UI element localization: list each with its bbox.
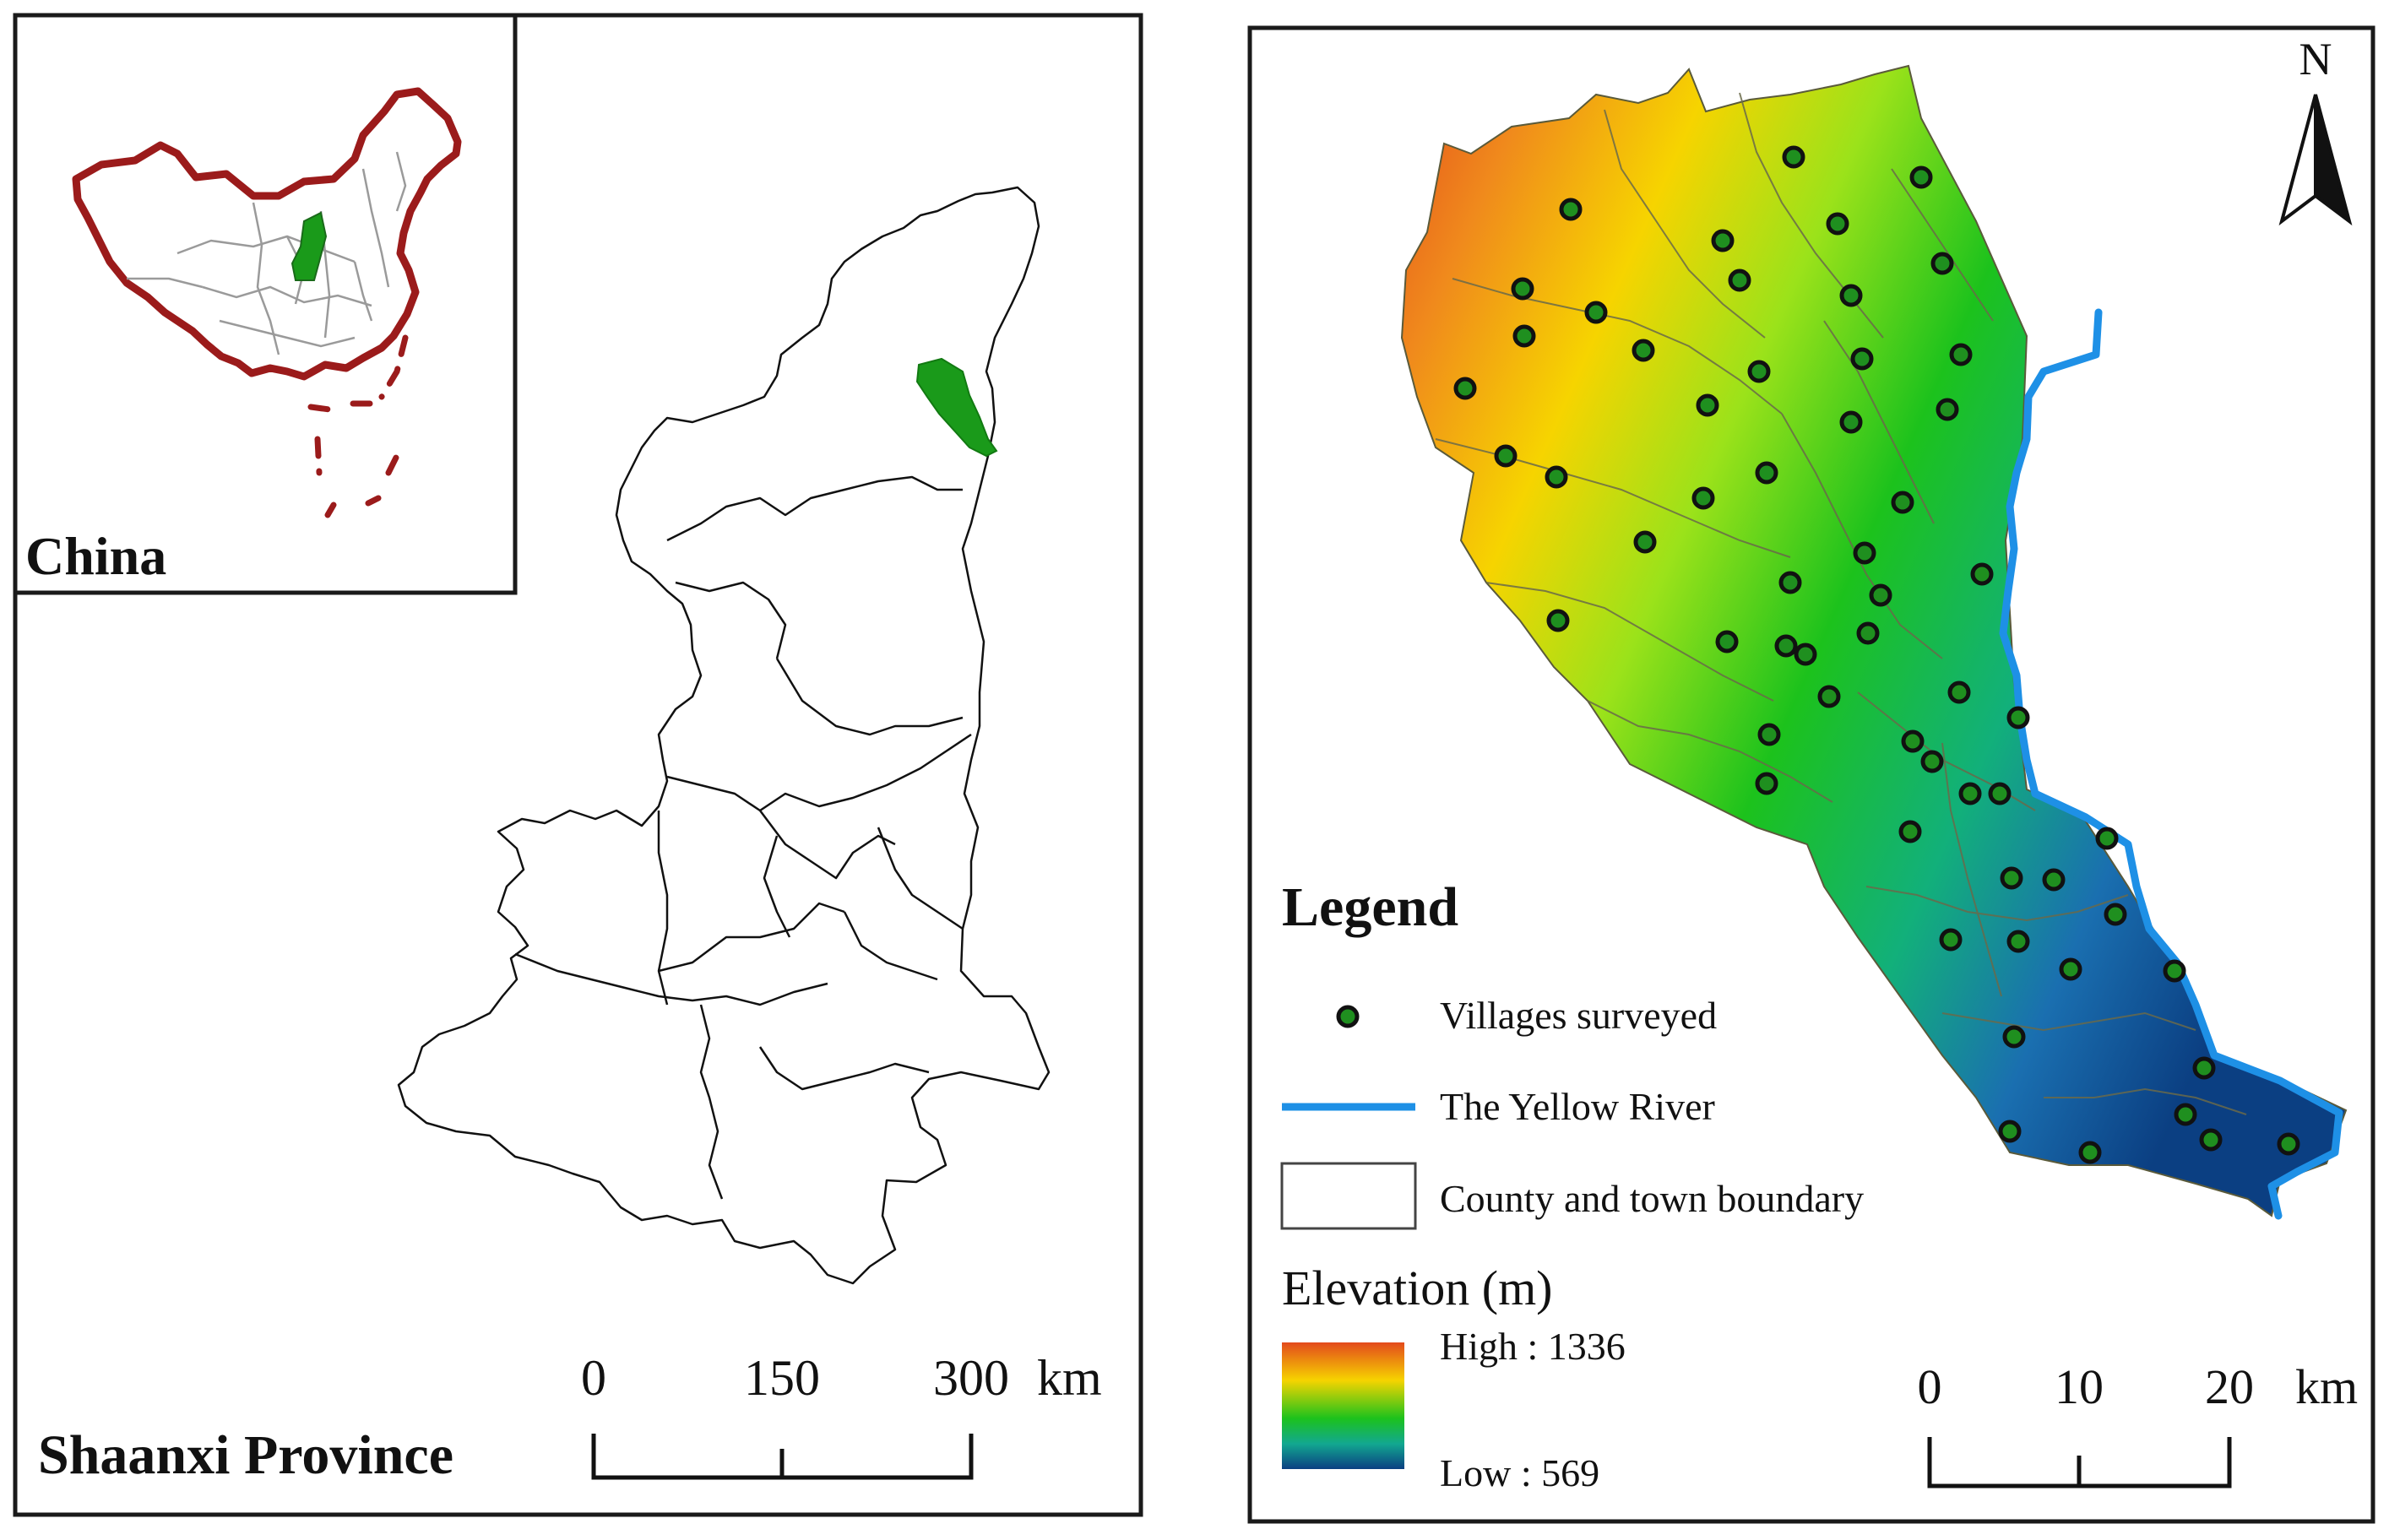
village-marker (1998, 1120, 2022, 1143)
village-marker (1939, 928, 1963, 952)
village-marker (1826, 212, 1849, 236)
legend-villages-label: Villages surveyed (1440, 994, 1717, 1037)
village-marker (1930, 252, 1954, 275)
legend-elevation-title: Elevation (m) (1282, 1261, 1553, 1315)
village-marker (1936, 398, 1959, 421)
village-marker (2104, 903, 2127, 926)
village-marker (1696, 393, 1719, 417)
left-scale-tick-0: 0 (581, 1350, 606, 1406)
left-scale-tick-1: 150 (744, 1350, 820, 1406)
village-marker (1584, 301, 1608, 324)
village-marker (1757, 723, 1781, 746)
village-marker (1856, 621, 1880, 645)
village-marker (1869, 583, 1892, 607)
china-inset: China (13, 13, 518, 595)
legend-river-label: The Yellow River (1440, 1085, 1715, 1128)
right-scale-bar: 0 10 20 km (1918, 1359, 2358, 1488)
village-marker (1747, 360, 1771, 383)
shaanxi-province-map (397, 186, 1051, 1285)
village-marker (2006, 706, 2030, 729)
village-marker (2163, 959, 2186, 983)
village-marker (2078, 1141, 2102, 1164)
legend-high-label: High : 1336 (1440, 1325, 1626, 1368)
village-marker (1774, 634, 1798, 658)
left-scale-tick-2: 300 (933, 1350, 1009, 1406)
right-scale-tick-0: 0 (1918, 1359, 1942, 1414)
village-marker (1947, 681, 1971, 704)
village-marker (1898, 820, 1922, 843)
legend-boundary-symbol (1280, 1162, 1417, 1230)
village-marker (1711, 229, 1735, 252)
village-marker (1839, 284, 1863, 307)
village-marker (2000, 866, 2023, 890)
china-outline (72, 87, 462, 381)
village-marker (2192, 1056, 2216, 1080)
village-marker (2095, 827, 2119, 850)
village-marker (1778, 571, 1802, 594)
village-marker (2006, 930, 2030, 953)
village-marker (1755, 772, 1778, 795)
village-marker (1970, 562, 1994, 586)
village-marker (1546, 609, 1570, 632)
north-arrow: N (2278, 34, 2353, 226)
village-marker (1782, 145, 1805, 169)
village-marker (1817, 685, 1841, 708)
legend-village-symbol (1336, 1005, 1360, 1028)
legend-elevation-bar (1282, 1342, 1404, 1469)
legend-title: Legend (1282, 876, 1458, 938)
left-scale-bar: 0 150 300 km (581, 1350, 1102, 1480)
village-marker (1853, 541, 1876, 565)
village-marker (1794, 643, 1817, 666)
inset-china-label: China (25, 526, 166, 586)
north-arrow-right-half (2314, 94, 2353, 226)
village-marker (2174, 1103, 2197, 1126)
village-marker (1545, 465, 1568, 489)
north-label: N (2299, 34, 2332, 84)
inset-frame (13, 13, 518, 595)
village-marker (1632, 339, 1655, 362)
right-scale-unit: km (2295, 1359, 2358, 1414)
legend: Legend Villages surveyed The Yellow Rive… (1280, 876, 1864, 1494)
south-china-sea-dashes (307, 334, 409, 518)
left-scale-unit: km (1037, 1350, 1102, 1406)
village-marker (2042, 868, 2066, 892)
village-marker (1850, 347, 1874, 371)
village-marker (1728, 268, 1751, 292)
village-marker (1949, 343, 1973, 366)
legend-low-label: Low : 569 (1440, 1451, 1599, 1494)
right-scale-tick-1: 10 (2055, 1359, 2104, 1414)
village-marker (1494, 444, 1518, 468)
village-marker (1958, 782, 1982, 805)
village-marker (1691, 486, 1715, 510)
villages-layer (1453, 145, 2300, 1164)
village-marker (2199, 1128, 2223, 1152)
province-label: Shaanxi Province (38, 1424, 453, 1486)
right-scale-tick-2: 20 (2205, 1359, 2254, 1414)
village-marker (2059, 957, 2082, 981)
village-marker (1715, 630, 1739, 653)
village-marker (2277, 1132, 2300, 1156)
village-marker (1988, 782, 2012, 805)
shaanxi-outline (397, 186, 1051, 1285)
village-marker (1755, 461, 1778, 485)
village-marker (1559, 198, 1583, 221)
legend-boundary-label: County and town boundary (1440, 1177, 1864, 1220)
village-marker (1909, 165, 1933, 189)
village-marker (1920, 750, 1944, 773)
study-area-highlight (915, 357, 998, 458)
village-marker (1453, 377, 1477, 400)
village-marker (1901, 729, 1925, 753)
village-marker (1633, 530, 1657, 554)
yellow-river (1999, 308, 2343, 1220)
village-marker (1891, 491, 1914, 514)
inset-shaanxi-highlight (290, 211, 328, 281)
village-marker (1512, 324, 1536, 348)
village-marker (1511, 277, 1534, 301)
village-marker (2002, 1025, 2026, 1049)
village-marker (1839, 410, 1863, 434)
